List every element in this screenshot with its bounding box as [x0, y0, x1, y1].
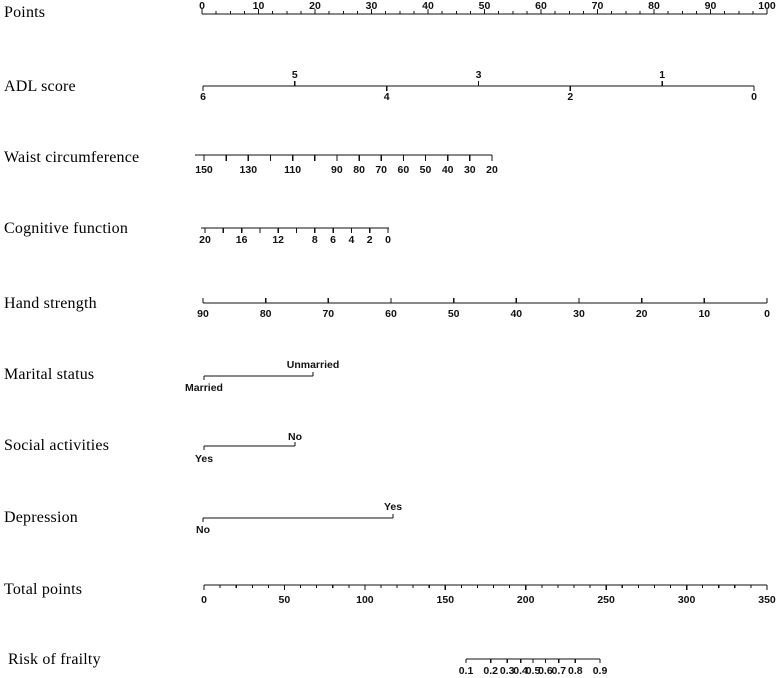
axis-risk-of-frailty: 0.1 0.2 0.30.40.50.60.7 0.8 0.9 — [459, 658, 608, 677]
tick-label: 100 — [758, 0, 776, 12]
tick-label: 0.8 — [568, 665, 583, 677]
tick-label: 16 — [236, 234, 248, 246]
tick-label: 80 — [648, 0, 660, 12]
tick-label: 0.4 — [513, 665, 528, 677]
tick-label: 130 — [240, 164, 258, 176]
row-label-hand-strength: Hand strength — [4, 295, 97, 312]
tick-label: 40 — [510, 308, 522, 320]
tick-label: 0.1 — [459, 665, 474, 677]
tick-label: Yes — [195, 453, 213, 465]
tick-label: 30 — [366, 0, 378, 12]
tick-label: Married — [185, 382, 223, 394]
tick-label: 4 — [348, 234, 354, 246]
tick-label: 300 — [678, 594, 696, 606]
axis-depression: No Yes — [196, 501, 402, 536]
row-label-depression: Depression — [4, 509, 78, 526]
tick-label: 90 — [197, 308, 209, 320]
axis-hand-strength: 90 80 70 60 50 40 30 20 10 0 — [197, 298, 770, 320]
axis-social-activities: Yes No — [195, 431, 302, 465]
axis-adl-score: 6 5 4 3 2 1 0 — [200, 69, 757, 103]
tick-label: 70 — [375, 164, 387, 176]
tick-label: 60 — [535, 0, 547, 12]
tick-label: 90 — [331, 164, 343, 176]
tick-label: 40 — [442, 164, 454, 176]
tick-label: 50 — [420, 164, 432, 176]
tick-label: 10 — [253, 0, 265, 12]
row-label-points: Points — [4, 4, 46, 21]
tick-label: 150 — [195, 164, 213, 176]
tick-label: 0.3 — [500, 665, 515, 677]
tick-label: 20 — [199, 234, 211, 246]
tick-label: 60 — [385, 308, 397, 320]
tick-label: 30 — [573, 308, 585, 320]
axis-cognitive-function: 20 16 12 8 6 4 2 0 — [199, 227, 391, 246]
row-label-social-activities: Social activities — [4, 437, 110, 454]
tick-label: 90 — [705, 0, 717, 12]
tick-label: 1 — [659, 69, 665, 81]
row-label-risk-of-frailty: Risk of frailty — [8, 651, 101, 668]
tick-label: 20 — [636, 308, 648, 320]
tick-label: 12 — [272, 234, 284, 246]
tick-label: 0.2 — [483, 665, 498, 677]
tick-label: 6 — [200, 91, 206, 103]
tick-label: Unmarried — [287, 359, 340, 371]
tick-label: 0.6 — [538, 665, 553, 677]
tick-label: 2 — [367, 234, 373, 246]
tick-label: 5 — [292, 69, 298, 81]
tick-label: 70 — [322, 308, 334, 320]
tick-label: 70 — [592, 0, 604, 12]
row-label-marital-status: Marital status — [4, 366, 95, 383]
tick-label: 150 — [437, 594, 455, 606]
tick-label: 20 — [486, 164, 498, 176]
tick-label: 80 — [260, 308, 272, 320]
tick-label: 0 — [201, 594, 207, 606]
tick-label: 50 — [448, 308, 460, 320]
axis-total-points: 0 50 100 150 200 250 300 350 — [201, 584, 776, 606]
axis-points: 0 10 20 30 40 50 60 70 80 90 100 — [199, 0, 776, 15]
tick-label: 40 — [422, 0, 434, 12]
row-label-adl-score: ADL score — [4, 78, 76, 95]
tick-label: 0.9 — [593, 665, 608, 677]
tick-label: 50 — [479, 0, 491, 12]
tick-label: 10 — [698, 308, 710, 320]
tick-label: 100 — [356, 594, 374, 606]
tick-label: 80 — [353, 164, 365, 176]
tick-label: 0.5 — [526, 665, 541, 677]
tick-label: 4 — [384, 91, 390, 103]
tick-label: 110 — [284, 164, 301, 176]
tick-label: Yes — [384, 501, 402, 513]
tick-label: 0.7 — [551, 665, 566, 677]
tick-label: 350 — [758, 594, 776, 606]
tick-label: 250 — [597, 594, 615, 606]
tick-label: No — [288, 431, 302, 443]
row-label-waist-circumference: Waist circumference — [4, 149, 140, 166]
tick-label: 3 — [476, 69, 482, 81]
tick-label: 60 — [398, 164, 410, 176]
tick-label: 0 — [199, 0, 205, 12]
tick-label: 30 — [464, 164, 476, 176]
tick-label: 0 — [764, 308, 770, 320]
tick-label: 2 — [567, 91, 573, 103]
tick-label: 200 — [517, 594, 535, 606]
row-label-total-points: Total points — [4, 581, 83, 598]
axis-marital-status: Married Unmarried — [185, 359, 339, 394]
tick-label: 8 — [312, 234, 318, 246]
axis-waist-circumference: 150 130 110 90 80 70 60 50 40 30 20 — [195, 154, 498, 176]
row-label-cognitive-function: Cognitive function — [4, 220, 129, 237]
tick-label: 0 — [385, 234, 391, 246]
tick-label: 50 — [279, 594, 291, 606]
tick-label: No — [196, 524, 210, 536]
tick-label: 20 — [309, 0, 321, 12]
tick-label: 0 — [751, 91, 757, 103]
tick-label: 6 — [330, 234, 336, 246]
